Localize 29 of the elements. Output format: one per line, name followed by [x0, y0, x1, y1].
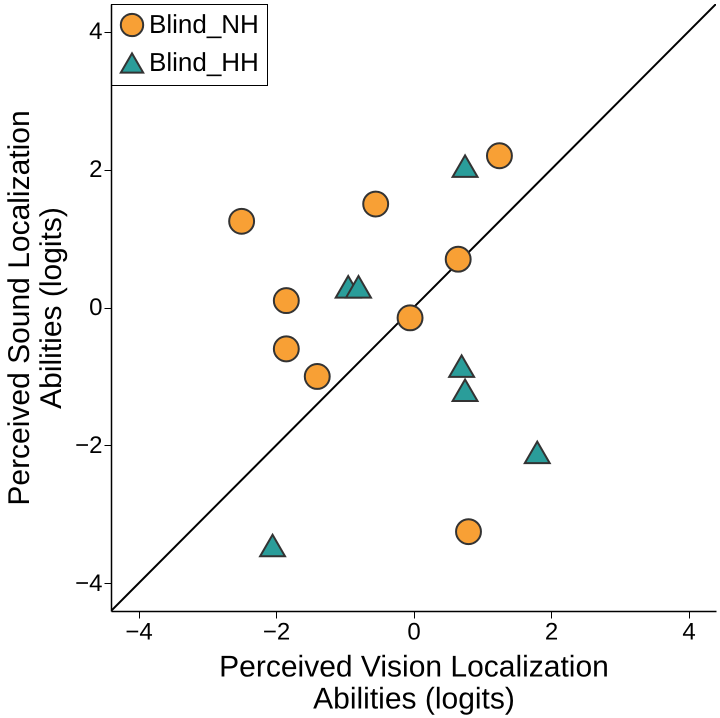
point: [396, 304, 424, 332]
y-tick-label: −4: [75, 570, 102, 597]
y-tick-label: −2: [75, 432, 102, 459]
x-tick-label: −4: [125, 618, 153, 646]
x-tick-label: −2: [262, 618, 290, 646]
x-tick-label: 4: [682, 618, 696, 646]
point: [455, 518, 482, 546]
y-axis-title: Perceived Sound Localization Abilities (logits): [3, 110, 68, 506]
y-tick-label: 2: [89, 156, 102, 184]
point: [272, 287, 300, 314]
point: [362, 190, 390, 218]
point: [228, 208, 256, 235]
point: [345, 275, 372, 299]
x-tick-label: 0: [407, 618, 421, 646]
point: [452, 154, 479, 178]
point: [272, 335, 300, 362]
point: [486, 142, 513, 170]
point: [304, 363, 331, 390]
point: [452, 378, 479, 402]
legend-label: Blind_NH: [149, 9, 259, 39]
point: [444, 246, 472, 273]
legend-label: Blind_HH: [149, 47, 259, 77]
point: [524, 440, 551, 464]
x-tick-label: 2: [544, 618, 558, 646]
y-tick-label: 4: [89, 18, 102, 46]
x-axis-title: Perceived Vision Localization Abilities (logits): [219, 650, 609, 716]
point: [259, 534, 286, 558]
y-tick-label: 0: [89, 294, 102, 321]
point: [448, 354, 476, 378]
